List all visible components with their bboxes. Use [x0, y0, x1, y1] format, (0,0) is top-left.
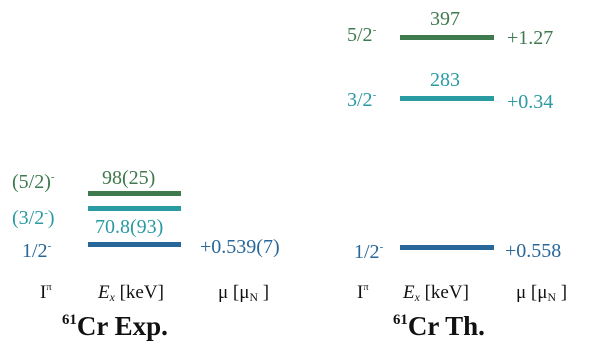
exp-spin-5-2: (5/2)- [12, 170, 55, 193]
th-spin-3-2: 3/2- [347, 88, 377, 111]
th-level-5-2 [400, 35, 494, 40]
exp-energy-3-2: 70.8(93) [95, 216, 164, 238]
th-spin-5-2: 5/2- [347, 23, 377, 46]
th-level-1-2 [400, 245, 494, 250]
th-header-moment: μ [μN ] [516, 282, 568, 304]
exp-moment-1-2: +0.539(7) [200, 236, 280, 258]
exp-level-5-2 [88, 191, 181, 196]
th-moment-3-2: +0.34 [507, 91, 554, 113]
exp-title: 61Cr Exp. [62, 311, 168, 341]
th-spin-1-2: 1/2- [354, 240, 384, 263]
exp-spin-3-2: (3/2-) [12, 206, 55, 229]
exp-header-moment: μ [μN ] [218, 282, 270, 304]
exp-header-energy: Ex [keV] [98, 282, 164, 304]
th-moment-1-2: +0.558 [505, 240, 562, 262]
th-header-spin-parity: Iπ [357, 282, 369, 303]
exp-spin-1-2: 1/2- [22, 239, 52, 262]
exp-level-3-2 [88, 206, 181, 211]
exp-energy-5-2: 98(25) [102, 167, 156, 189]
exp-level-1-2 [88, 242, 181, 247]
th-energy-5-2: 397 [430, 8, 460, 30]
th-energy-3-2: 283 [430, 69, 460, 91]
th-moment-5-2: +1.27 [507, 27, 554, 49]
th-level-3-2 [400, 96, 494, 101]
exp-header-spin-parity: Iπ [40, 282, 52, 303]
th-title: 61Cr Th. [393, 311, 485, 341]
th-header-energy: Ex [keV] [403, 282, 469, 304]
